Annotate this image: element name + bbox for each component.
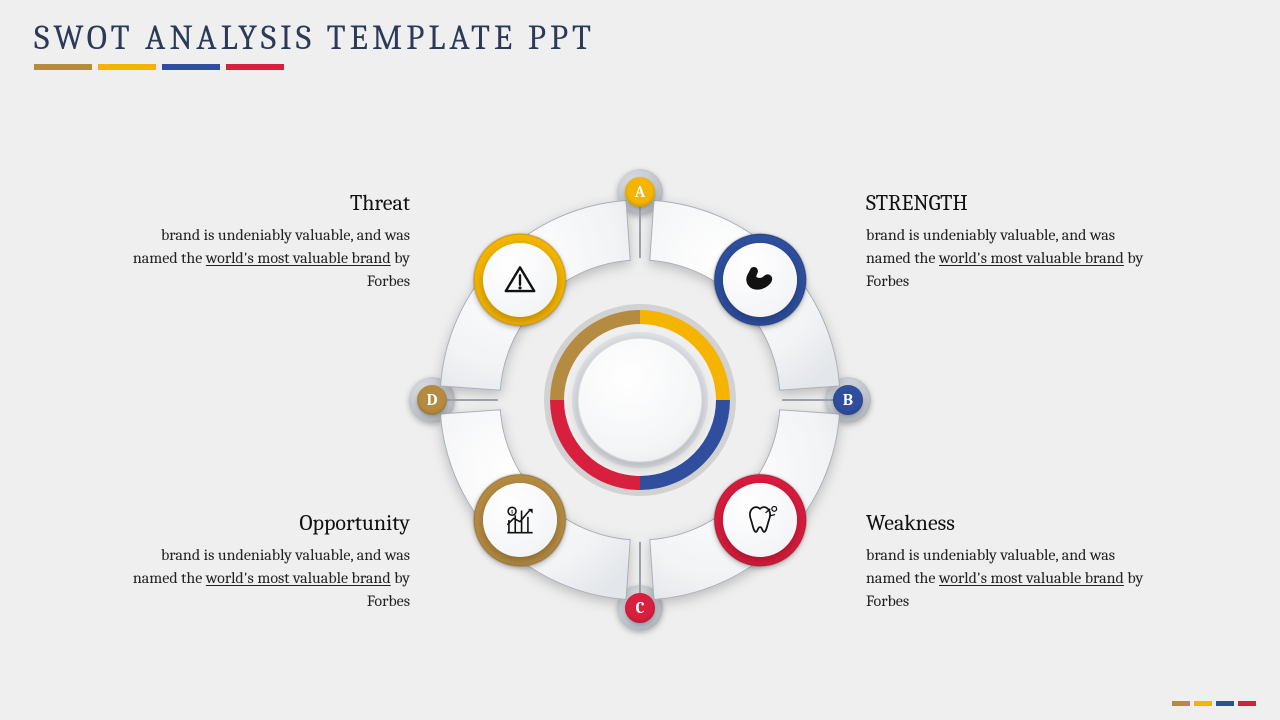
accent-bars-bottom (1172, 701, 1256, 706)
letter-text: C (636, 599, 645, 617)
node-letter-b: B (833, 385, 863, 415)
muscle-icon (741, 261, 779, 299)
body: brand is undeniably valuable, and was na… (130, 544, 410, 614)
letter-text: D (427, 391, 438, 409)
letter-text: B (843, 391, 853, 409)
tooth-icon (741, 501, 779, 539)
node-letter-d: D (417, 385, 447, 415)
body: brand is undeniably valuable, and was na… (130, 224, 410, 294)
warning-icon (501, 261, 539, 299)
text-opportunity: Opportunity brand is undeniably valuable… (130, 510, 410, 614)
accent-bar (1172, 701, 1190, 706)
svg-text:$: $ (510, 509, 513, 516)
accent-bar (1238, 701, 1256, 706)
node-letter-a: A (625, 177, 655, 207)
heading: STRENGTH (866, 190, 1146, 216)
body: brand is undeniably valuable, and was na… (866, 224, 1146, 294)
heading: Opportunity (130, 510, 410, 536)
node-letter-c: C (625, 593, 655, 623)
growth-icon: $ (501, 501, 539, 539)
accent-bar (1194, 701, 1212, 706)
heading: Threat (130, 190, 410, 216)
body: brand is undeniably valuable, and was na… (866, 544, 1146, 614)
icon-weakness (723, 483, 797, 557)
text-threat: Threat brand is undeniably valuable, and… (130, 190, 410, 294)
icon-opportunity: $ (483, 483, 557, 557)
icon-threat (483, 243, 557, 317)
letter-text: A (635, 183, 645, 201)
accent-bar (1216, 701, 1234, 706)
text-strength: STRENGTH brand is undeniably valuable, a… (866, 190, 1146, 294)
slide-stage: SWOT ANALYSIS TEMPLATE PPT (0, 0, 1280, 720)
icon-strength (723, 243, 797, 317)
text-weakness: Weakness brand is undeniably valuable, a… (866, 510, 1146, 614)
heading: Weakness (866, 510, 1146, 536)
